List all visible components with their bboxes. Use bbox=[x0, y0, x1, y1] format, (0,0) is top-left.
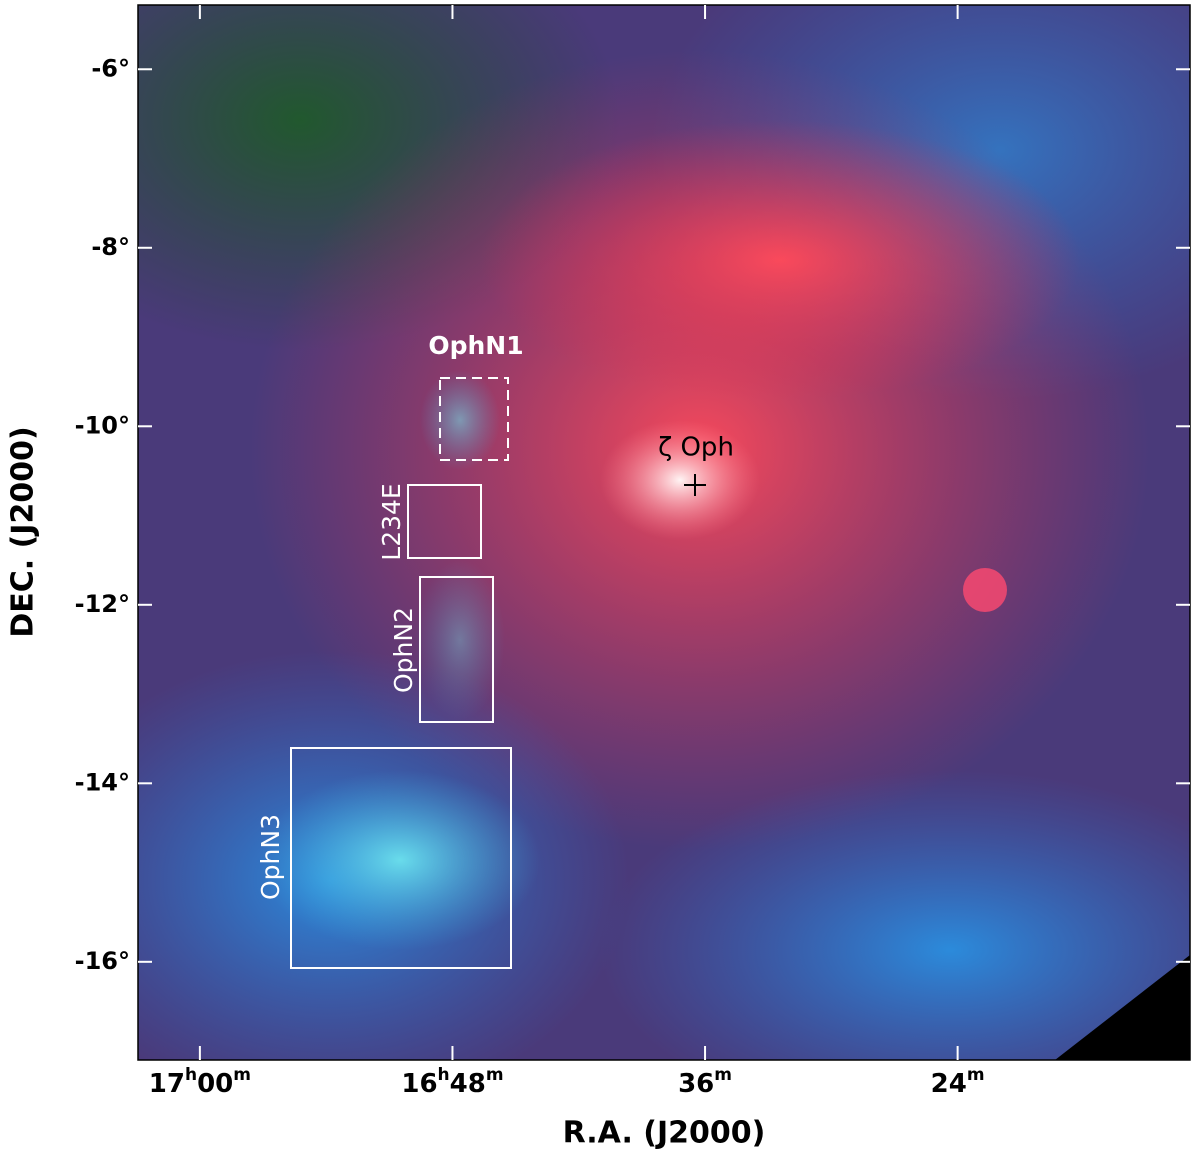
star-label: ζ Oph bbox=[658, 433, 734, 463]
region-box bbox=[290, 747, 512, 969]
x-tick-label-part: m bbox=[233, 1065, 251, 1085]
x-tick-label: 24m bbox=[931, 1065, 985, 1099]
region-box bbox=[419, 576, 494, 723]
x-tick-label: 36m bbox=[678, 1065, 732, 1099]
region-label: OphN2 bbox=[389, 607, 418, 693]
x-tick-label-part: h bbox=[438, 1065, 450, 1085]
x-tick-label-part: 36 bbox=[678, 1069, 714, 1099]
x-tick-label-part: m bbox=[714, 1065, 732, 1085]
x-axis-label: R.A. (J2000) bbox=[563, 1116, 766, 1151]
x-tick-label-part: 48 bbox=[450, 1069, 486, 1099]
plot-frame bbox=[137, 4, 1191, 1061]
sky-image bbox=[138, 5, 1190, 1060]
x-tick-label-part: h bbox=[185, 1065, 197, 1085]
x-tick-label: 16h48m bbox=[401, 1065, 503, 1099]
x-tick-label-part: m bbox=[967, 1065, 985, 1085]
region-box bbox=[407, 484, 482, 559]
y-tick-label: -12° bbox=[75, 590, 130, 618]
x-tick-label-part: 17 bbox=[149, 1069, 185, 1099]
star-marker bbox=[684, 474, 706, 496]
y-tick-label: -14° bbox=[75, 768, 130, 796]
x-tick-label-part: 24 bbox=[931, 1069, 967, 1099]
y-axis-label: DEC. (J2000) bbox=[6, 426, 41, 637]
y-tick-label: -6° bbox=[91, 54, 130, 82]
x-tick-label-part: 16 bbox=[401, 1069, 437, 1099]
y-tick-label: -16° bbox=[75, 947, 130, 975]
y-tick-label: -10° bbox=[75, 411, 130, 439]
x-tick-label-part: m bbox=[486, 1065, 504, 1085]
x-tick-label-part: 00 bbox=[197, 1069, 233, 1099]
y-tick-label: -8° bbox=[91, 233, 130, 261]
region-label: OphN1 bbox=[428, 331, 523, 360]
region-label: OphN3 bbox=[256, 814, 285, 900]
x-tick-label: 17h00m bbox=[149, 1065, 251, 1099]
regions bbox=[290, 377, 512, 969]
region-label: L234E bbox=[377, 483, 406, 560]
region-box bbox=[439, 377, 509, 461]
